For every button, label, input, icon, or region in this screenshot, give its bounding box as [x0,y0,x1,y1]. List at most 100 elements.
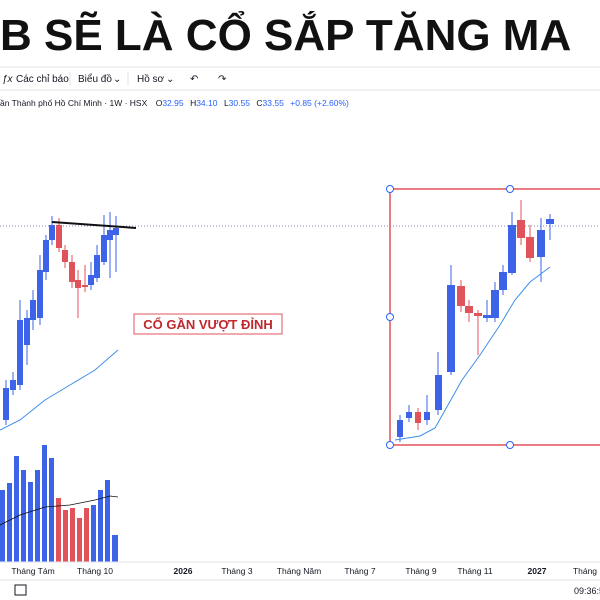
volume-bar [77,518,82,562]
candle [435,375,442,410]
candle [406,412,412,418]
candle [107,230,113,240]
annotation: CỔ GẦN VƯỢT ĐỈNH [143,317,273,332]
candle [499,272,507,290]
volume [0,445,119,562]
label: L [224,98,229,108]
label: C [256,98,262,108]
candle [465,306,473,313]
legend: ần Thành phố Hồ Chí Minh · 1W · HSX O32.… [0,93,349,110]
x-axis: Tháng Tám Tháng 10 2026 Tháng 3 Tháng Năm Thá… [11,566,597,576]
undo-button[interactable]: ↶ [190,74,198,85]
volume-bar [42,445,47,562]
candle [3,388,9,420]
x-tick-label: Tháng 11 [457,566,493,576]
x-tick-label: 2026 [174,566,193,576]
value: 32.95 [162,98,184,108]
value: 30.55 [229,98,251,108]
handle[interactable] [506,441,514,449]
volume-bar [70,508,75,562]
candle [415,412,421,423]
candle [447,285,455,372]
moving-average [0,349,119,431]
candle [526,237,534,258]
chart-button[interactable]: Biểu đồ [78,73,112,85]
candle [88,275,94,285]
x-tick-label: Tháng Năm [277,566,321,576]
candle [17,320,23,385]
volume-bar [91,505,96,562]
label: O [156,98,163,108]
volume-bar [0,490,5,562]
volume-bar [105,480,110,562]
candle [397,420,403,437]
candle [491,290,499,318]
candle [101,235,107,262]
volume-bar [7,483,12,562]
volume-bar [112,535,118,562]
candle [457,286,465,306]
candle [546,219,554,224]
volume-bar [21,470,26,562]
volume-bar [14,456,19,562]
candle [30,300,36,320]
candles-left [3,212,119,425]
indicators-button[interactable]: Các chỉ báo [16,73,69,85]
status-time: 09:36:5 [574,586,600,596]
headline: B SẼ LÀ CỔ SẮP TĂNG MA [0,9,571,60]
candle [508,225,516,273]
chevron: ⌄ [113,74,121,85]
volume-bar [35,470,40,562]
candle [56,225,62,248]
volume-bar [28,482,33,562]
candle [483,315,491,318]
symbol: ần Thành phố Hồ Chí Minh · 1W · HSX [0,98,148,108]
volume-bar [49,458,54,562]
x-tick-label: 2027 [528,566,547,576]
volume-bar [98,490,103,562]
handle[interactable] [386,185,394,193]
candle [69,262,75,282]
moving-average [394,266,551,441]
redo-button[interactable]: ↷ [218,74,227,85]
x-tick-label: Tháng 7 [344,566,375,576]
x-tick-label: Tháng 3 [221,566,252,576]
profile-button[interactable]: Hồ sơ [137,73,165,85]
candle [537,230,545,257]
volume-bar [56,498,61,562]
candle [82,285,88,287]
fx-icon[interactable]: ƒx [2,74,14,85]
candle [517,220,525,238]
candle [474,313,482,316]
candle [24,318,30,345]
candles-right [397,200,554,442]
handle[interactable] [386,441,394,449]
candle [424,412,430,420]
value: 34.10 [196,98,218,108]
candle [75,280,81,288]
candle [62,250,68,262]
x-tick-label: Tháng 9 [405,566,436,576]
handle[interactable] [506,185,514,193]
candle [37,270,43,318]
resistance-line [51,221,137,229]
candle [49,225,55,240]
candle [10,380,16,390]
candle [94,255,100,278]
volume-average [0,495,119,526]
x-tick-label: Tháng [573,566,597,576]
value: 33.55 [263,98,285,108]
x-tick-label: Tháng 10 [77,566,113,576]
chevron: ⌄ [166,74,174,85]
candle [43,240,49,272]
handle[interactable] [386,313,394,321]
candle [113,228,119,235]
calendar-icon[interactable] [14,584,27,596]
volume-bar [84,508,89,562]
change: +0.85 (+2.60%) [290,98,349,108]
annotation-box [133,313,283,335]
x-tick-label: Tháng Tám [11,566,54,576]
